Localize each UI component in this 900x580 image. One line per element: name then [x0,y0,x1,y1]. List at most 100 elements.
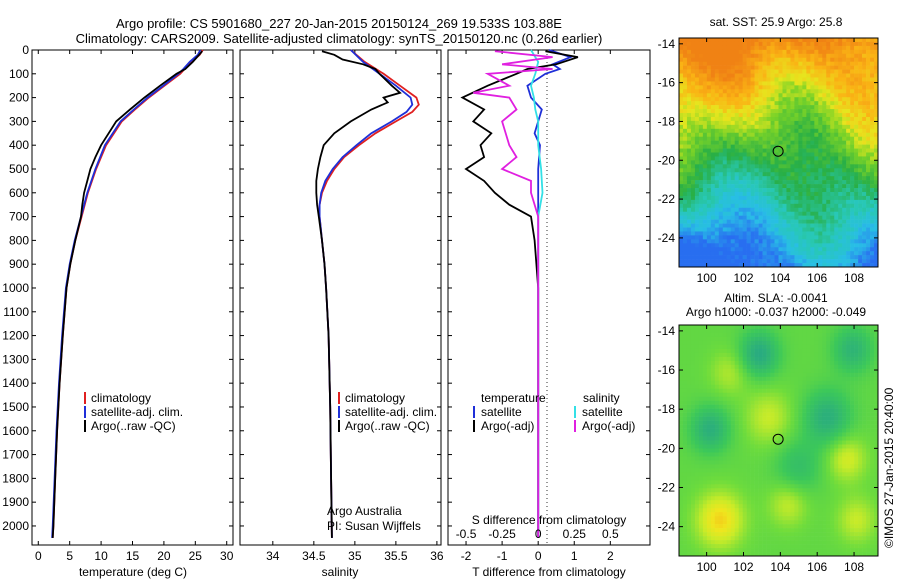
sla-cell [722,388,728,393]
sst-cell [806,259,811,264]
sla-cell [726,332,732,338]
sst-cell [679,144,684,149]
sst-cell [734,219,739,224]
sst-cell [782,160,787,165]
sst-cell [730,77,736,82]
sst-cell [874,97,879,102]
sst-cell [738,203,743,209]
sla-cell [738,328,743,334]
sla-cell [686,348,692,354]
sst-cell [758,235,763,240]
sla-cell [746,440,751,445]
series-line-argo-raw-qc- [315,50,402,538]
sst-cell [690,61,696,66]
sst-cell [694,105,700,110]
sst-cell [826,57,831,62]
sst-cell [714,101,720,106]
sla-cell [850,392,855,397]
sst-cell [874,251,879,256]
sst-cell [679,203,684,209]
sst-cell [738,120,743,126]
sst-cell [794,73,799,78]
legend-label-argo: Argo(..raw -QC) [345,419,430,433]
sla-cell [770,412,775,417]
sla-cell [714,392,720,397]
sst-cell [854,211,859,216]
sst-cell [774,207,779,213]
sla-cell [834,464,839,469]
sst-cell [814,105,819,110]
sst-cell [822,259,827,264]
sst-cell [770,164,775,169]
sst-cell [782,152,787,157]
sst-cell [754,140,759,145]
sst-cell [810,38,815,43]
sla-cell [730,448,736,453]
sst-cell [770,259,775,264]
sst-cell [722,195,728,201]
sst-cell [710,223,716,228]
sst-cell [846,184,851,189]
sla-cell [686,384,692,390]
sla-cell [790,400,795,405]
sst-cell [698,191,704,197]
sst-cell [786,223,791,228]
sst-cell [754,231,759,236]
sla-cell [738,325,743,330]
sla-cell [766,400,771,405]
sst-cell [786,124,791,130]
sla-cell [690,380,696,386]
sla-cell [706,368,712,374]
sla-cell [734,464,739,469]
sst-cell [774,41,779,47]
sla-cell [846,356,851,362]
sla-cell [834,340,839,346]
sla-cell [702,356,708,362]
temperature-plot: 0 5 10 15 20 25 300100200300400500600700800900… [2,43,233,563]
sst-cell [830,263,835,268]
sst-cell [706,247,712,252]
sst-cell [750,61,755,66]
sst-cell [738,65,743,70]
sst-cell [794,105,799,110]
sla-cell [830,404,835,409]
sla-cell [834,380,839,386]
sst-cell [766,223,771,228]
sst-cell [694,156,700,161]
sst-cell [826,160,831,165]
sla-cell [679,376,684,382]
sst-cell [810,211,815,216]
sst-cell [702,239,708,244]
x-tick-label: 30 [220,549,234,563]
sst-cell [802,152,807,157]
sla-cell [686,444,692,449]
sla-cell [758,444,763,449]
sst-cell [858,191,863,197]
sst-cell [702,227,708,232]
sla-cell [726,364,732,370]
sst-cell [786,132,791,138]
sla-cell [858,444,863,449]
sla-cell [770,432,775,437]
sla-cell [858,452,863,457]
sst-cell [842,231,847,236]
sla-cell [738,456,743,461]
sla-cell [802,420,807,425]
sst-cell [714,188,720,193]
sla-cell [714,412,720,417]
sla-cell [770,356,775,362]
sst-cell [866,57,871,62]
sst-cell [830,164,835,169]
sst-cell [810,57,815,62]
sla-cell [834,452,839,457]
sst-cell [730,132,736,138]
sla-cell [738,380,743,386]
sla-cell [766,424,771,429]
sst-cell [854,93,859,98]
sla-cell [722,368,728,374]
sla-cell [750,464,755,469]
sla-cell [754,352,759,358]
sla-cell [710,372,716,378]
sst-cell [686,93,692,98]
sst-cell [822,231,827,236]
